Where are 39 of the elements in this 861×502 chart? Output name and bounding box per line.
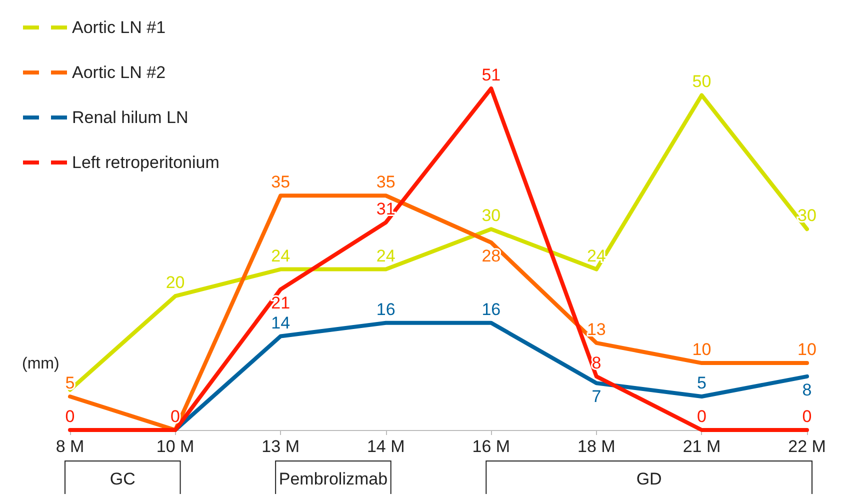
x-tick-label: 10 M <box>156 437 194 456</box>
legend-label: Renal hilum LN <box>72 108 188 127</box>
text: GD <box>636 470 662 488</box>
data-label: 8 <box>802 380 812 400</box>
x-tick-label: 22 M <box>788 437 826 456</box>
text: Pembrolizmab <box>278 470 388 488</box>
legend-label: Left retroperitonium <box>72 153 220 172</box>
x-tick-label: 18 M <box>578 437 616 456</box>
data-label: 0 <box>696 407 706 426</box>
data-label: 30 <box>482 206 501 226</box>
data-label: 24 <box>271 246 290 266</box>
legend-label: Aortic LN #2 <box>72 63 166 82</box>
data-label: 16 <box>482 300 501 319</box>
x-tick-label: 21 M <box>682 437 721 456</box>
data-label: 50 <box>692 72 712 92</box>
data-label: 5 <box>696 374 706 393</box>
data-label: 20 <box>166 273 185 292</box>
x-tick-label: 8 M <box>56 437 84 456</box>
data-label: 51 <box>482 65 501 84</box>
data-label: 7 <box>592 387 602 406</box>
data-label: 10 <box>798 340 816 360</box>
x-tick-label: 13 M <box>262 437 300 456</box>
data-label: 0 <box>65 407 75 426</box>
data-label: 35 <box>376 172 396 192</box>
data-label: 14 <box>271 313 290 332</box>
data-label: 0 <box>802 407 812 426</box>
data-label: 24 <box>376 246 396 266</box>
data-label: 35 <box>271 172 290 192</box>
data-label: 5 <box>65 374 75 393</box>
data-label: 0 <box>170 407 180 426</box>
data-label: 28 <box>482 246 501 266</box>
legend-label: Aortic LN #1 <box>72 18 166 37</box>
x-tick-label: 14 M <box>366 437 405 456</box>
data-label: 13 <box>586 320 606 339</box>
data-label: 10 <box>692 340 712 360</box>
x-tick-label: 16 M <box>472 437 510 456</box>
y-axis-title: (mm) <box>22 356 60 372</box>
data-label: 16 <box>376 300 396 319</box>
text: GC <box>110 470 136 488</box>
